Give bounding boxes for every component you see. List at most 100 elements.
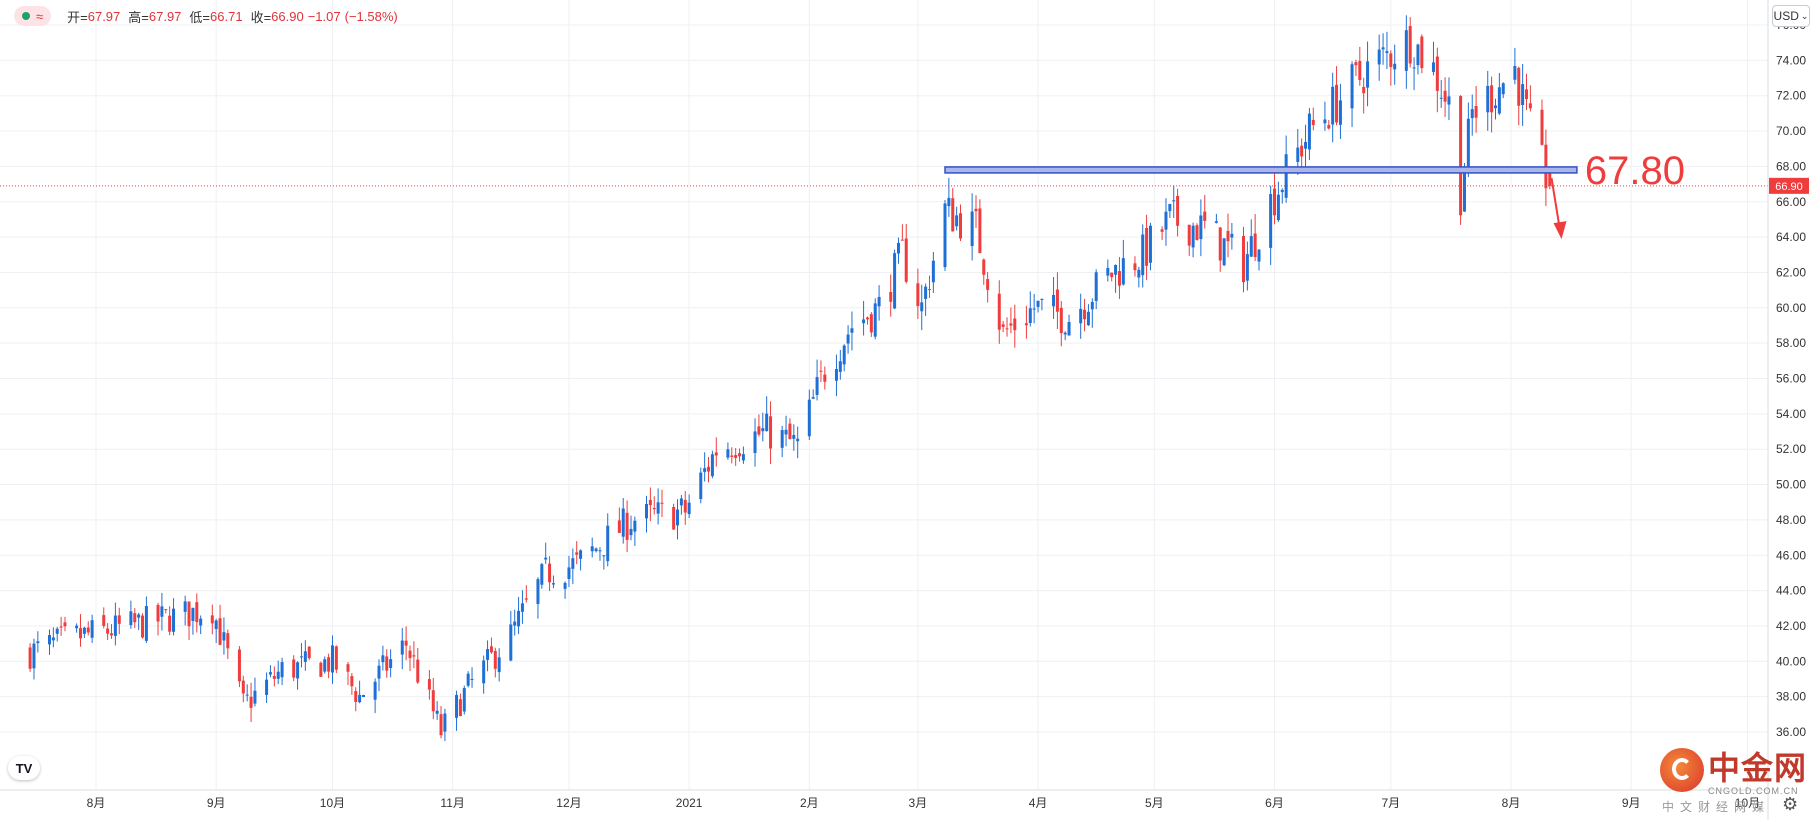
candle-body <box>1133 263 1137 271</box>
tradingview-logo-icon[interactable]: TV <box>8 756 40 780</box>
candle-body <box>540 564 544 585</box>
current-price-tag <box>1769 177 1809 194</box>
candle-body <box>1249 236 1253 257</box>
y-tick-label: 40.00 <box>1776 654 1806 668</box>
candle-body <box>32 643 36 669</box>
candle-body <box>1412 67 1416 69</box>
candle-body <box>47 635 51 645</box>
candle-body <box>1459 96 1463 216</box>
candle-body <box>113 615 117 636</box>
candle-body <box>904 238 908 282</box>
level-line[interactable] <box>944 166 1578 174</box>
candle-body <box>82 627 86 634</box>
candle-body <box>486 649 490 660</box>
candle-body <box>1335 84 1339 123</box>
candle-body <box>842 345 846 365</box>
candle-body <box>633 520 637 532</box>
current-price-label: 66.90 <box>1775 181 1803 193</box>
change-percent: (−1.58%) <box>344 8 398 24</box>
candle-body <box>579 550 583 559</box>
candle-body <box>765 413 769 432</box>
price-axis[interactable]: 36.00 38.00 40.00 42.00 44.00 46.00 48.00 50.00… <box>1767 0 1806 820</box>
candle-body <box>1040 298 1044 300</box>
candle-body <box>1327 125 1331 129</box>
low-value: 66.71 <box>210 8 243 24</box>
y-tick-label: 38.00 <box>1776 690 1806 704</box>
candle-body <box>462 688 466 712</box>
watermark-domain: CNGOLD.COM.CN <box>1708 786 1799 796</box>
candle-body <box>625 512 629 540</box>
candle-body <box>75 625 79 629</box>
x-tick-label: 10月 <box>320 796 345 810</box>
candle-body <box>323 659 327 672</box>
candle-body <box>982 259 986 275</box>
y-tick-label: 36.00 <box>1776 725 1806 739</box>
gear-icon[interactable]: ⚙ <box>1782 794 1799 814</box>
candle-body <box>738 453 742 457</box>
candle-body <box>455 695 459 718</box>
candle-body <box>272 675 276 679</box>
candle-body <box>133 613 137 623</box>
y-tick-label: 74.00 <box>1776 53 1806 67</box>
annotations: 66.90 67.80 <box>0 149 1809 240</box>
candle-body <box>1090 301 1094 310</box>
candle-body <box>1486 85 1490 113</box>
candle-body <box>412 655 416 657</box>
candle-body <box>303 651 307 662</box>
candle-body <box>59 626 63 628</box>
candle-body <box>377 665 381 679</box>
y-tick-label: 72.00 <box>1776 89 1806 103</box>
candle-body <box>1137 269 1141 278</box>
time-axis[interactable]: 8月 9月 10月 11月 12月 2021 2月 3月 4月 5月 6月 7月 8月 9月 10月 <box>0 789 1768 810</box>
candle-body <box>788 423 792 440</box>
candle-body <box>106 628 110 634</box>
candle-body <box>373 681 377 700</box>
candle-body <box>1470 109 1474 119</box>
candle-body <box>846 334 850 344</box>
candle-body <box>1203 211 1207 221</box>
candle-body <box>1435 56 1439 91</box>
candle-body <box>183 601 187 612</box>
candle-body <box>536 579 540 604</box>
x-tick-label: 9月 <box>1622 796 1641 810</box>
candle-body <box>1408 26 1412 64</box>
candle-body <box>629 528 633 536</box>
candle-body <box>1385 51 1389 54</box>
low-label: 低= <box>189 9 211 25</box>
candle-body <box>1086 311 1090 326</box>
candle-body <box>482 660 486 684</box>
x-tick-label: 5月 <box>1145 796 1164 810</box>
candle-body <box>1005 328 1009 330</box>
candle-body <box>427 679 431 690</box>
y-tick-label: 46.00 <box>1776 548 1806 562</box>
watermark-subtitle: 中文财经网媒 <box>1662 800 1771 814</box>
candle-body <box>156 604 160 622</box>
candle-body <box>1354 62 1358 66</box>
candle-body <box>1521 84 1525 106</box>
candle-body <box>431 690 435 712</box>
symbol-pill[interactable]: ≈ <box>14 6 52 26</box>
candle-body <box>280 662 284 678</box>
candle-body <box>28 647 32 669</box>
candle-body <box>1222 238 1226 266</box>
y-tick-label: 60.00 <box>1776 301 1806 315</box>
candle-body <box>385 656 389 671</box>
candle-body <box>1404 30 1408 71</box>
candle-body <box>606 525 610 562</box>
candle-body <box>276 671 280 679</box>
candle-body <box>218 618 222 645</box>
candle-body <box>1141 234 1145 276</box>
candle-body <box>509 624 513 661</box>
candle-body <box>214 620 218 630</box>
currency-button[interactable]: USD ⌄ <box>1772 5 1810 27</box>
candle-body <box>513 621 517 626</box>
candle-body <box>1490 85 1494 113</box>
candle-body <box>850 328 854 333</box>
currency-label: USD <box>1773 9 1799 23</box>
candle-body <box>1191 225 1195 248</box>
open-label: 开= <box>67 9 88 25</box>
candle-body <box>307 646 311 659</box>
candle-body <box>1439 97 1443 99</box>
candle-body <box>1059 307 1063 334</box>
